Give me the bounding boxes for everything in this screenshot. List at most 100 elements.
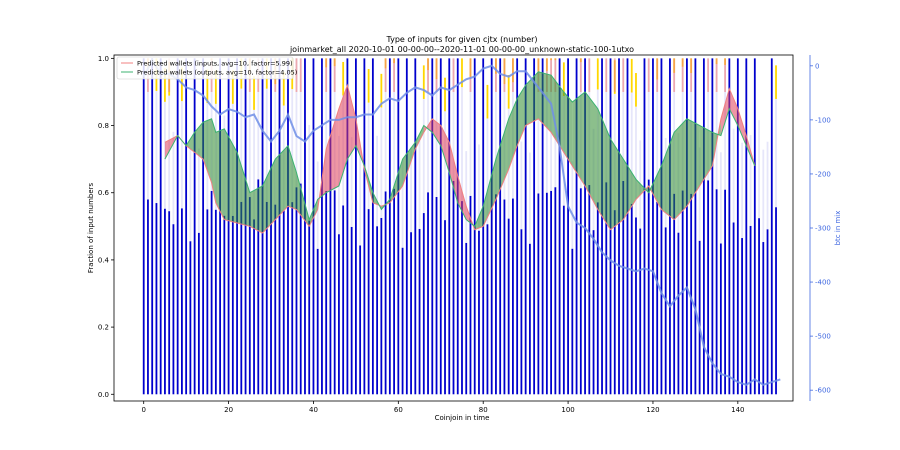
bar-fresh bbox=[325, 190, 328, 395]
bar-fresh bbox=[745, 58, 748, 395]
bar-fresh bbox=[528, 243, 531, 395]
legend-label-inputs: Predicted wallets (inputs, avg=10, facto… bbox=[137, 60, 293, 68]
bar-remix bbox=[147, 69, 149, 200]
bar-fresh bbox=[635, 217, 637, 395]
x-tick-label: 80 bbox=[479, 406, 488, 414]
fill-between-segment bbox=[623, 159, 636, 220]
fill-between-segment bbox=[597, 108, 611, 230]
bar-coord bbox=[384, 58, 387, 92]
bar-remix bbox=[486, 118, 489, 225]
bar-remix bbox=[248, 79, 251, 198]
bar-fresh bbox=[469, 195, 472, 395]
bar-remix bbox=[265, 88, 268, 202]
bar-fresh bbox=[698, 240, 701, 395]
bar-remix bbox=[325, 67, 328, 191]
bar-remix bbox=[715, 64, 718, 190]
bar-remix bbox=[495, 73, 497, 195]
bar-fresh bbox=[465, 242, 468, 395]
bar-fresh bbox=[545, 192, 548, 395]
bar-fresh bbox=[686, 58, 688, 395]
btc-in-mix-line bbox=[142, 58, 781, 386]
fill-between-segment bbox=[737, 108, 747, 146]
bar-fresh bbox=[775, 207, 777, 395]
bar-other bbox=[486, 84, 489, 119]
bar-fresh bbox=[478, 230, 480, 395]
x-axis-label: Coinjoin in time bbox=[435, 414, 490, 422]
x-tick-label: 120 bbox=[646, 406, 659, 414]
bar-coord bbox=[469, 58, 472, 92]
fill-between-segment bbox=[551, 75, 564, 153]
bar-other bbox=[282, 71, 285, 106]
y-tick-label: 0.2 bbox=[98, 324, 109, 332]
bar-fresh bbox=[749, 225, 752, 395]
bar-fresh bbox=[490, 58, 493, 395]
fill-between-segment bbox=[635, 179, 649, 200]
y-right-tick-label: -100 bbox=[815, 116, 831, 124]
bar-fresh bbox=[486, 224, 489, 395]
bar-fresh bbox=[282, 210, 285, 395]
bar-remix bbox=[350, 137, 353, 227]
bar-remix bbox=[749, 135, 752, 226]
y-tick-label: 1.0 bbox=[98, 55, 109, 63]
bar-fresh bbox=[567, 58, 569, 395]
bar-remix bbox=[295, 58, 298, 188]
bar-fresh bbox=[707, 180, 710, 395]
bar-fresh bbox=[503, 199, 506, 395]
bar-fresh bbox=[206, 209, 209, 395]
chart-title: Type of inputs for given cjtx (number) bbox=[385, 35, 537, 44]
bar-coord bbox=[656, 58, 659, 92]
bar-fresh bbox=[452, 180, 455, 395]
bar-coord bbox=[715, 58, 718, 92]
bar-fresh bbox=[533, 58, 536, 395]
y-right-axis-label: btc in mix bbox=[834, 211, 842, 246]
bar-fresh bbox=[656, 201, 659, 395]
bar-remix bbox=[401, 159, 404, 248]
bar-remix bbox=[537, 72, 540, 194]
bar-coord bbox=[295, 58, 298, 92]
outputs-line bbox=[164, 71, 756, 228]
bar-fresh bbox=[630, 203, 633, 395]
bar-remix bbox=[775, 98, 777, 208]
bar-remix bbox=[622, 58, 625, 181]
bar-remix bbox=[299, 58, 302, 184]
bar-fresh bbox=[605, 182, 608, 395]
bar-remix bbox=[444, 111, 446, 221]
bar-fresh bbox=[444, 220, 446, 395]
bar-remix bbox=[197, 148, 200, 233]
bars-group bbox=[142, 58, 777, 395]
bar-fresh bbox=[308, 220, 311, 395]
bar-coord bbox=[588, 58, 591, 92]
bar-fresh bbox=[321, 58, 323, 395]
bar-coord bbox=[622, 58, 625, 92]
fill-between-segment bbox=[338, 85, 348, 187]
fill-between-segment bbox=[402, 142, 416, 187]
bar-remix bbox=[707, 58, 710, 181]
bar-fresh bbox=[312, 58, 315, 395]
bar-fresh bbox=[414, 58, 417, 395]
fill-between-segment bbox=[275, 145, 288, 220]
bar-coord bbox=[427, 58, 429, 92]
bar-fresh bbox=[626, 58, 629, 395]
bar-fresh bbox=[164, 208, 166, 395]
bar-remix bbox=[741, 142, 743, 239]
bar-fresh bbox=[588, 185, 591, 395]
bar-fresh bbox=[244, 58, 247, 395]
bar-fresh bbox=[359, 245, 362, 395]
bar-fresh bbox=[520, 229, 523, 395]
bar-coord bbox=[690, 58, 693, 92]
x-tick-label: 60 bbox=[394, 406, 403, 414]
bar-fresh bbox=[613, 210, 616, 395]
bar-fresh bbox=[456, 58, 459, 395]
bar-other bbox=[164, 68, 166, 102]
bar-coord bbox=[452, 58, 455, 92]
bar-fresh bbox=[176, 58, 179, 395]
bar-remix bbox=[418, 140, 421, 229]
bar-fresh bbox=[758, 218, 760, 395]
bar-remix bbox=[257, 58, 260, 180]
bar-fresh bbox=[270, 58, 272, 395]
fill-between-segment bbox=[211, 118, 216, 203]
fill-between-segment bbox=[538, 71, 552, 133]
fill-between-segment bbox=[224, 128, 238, 223]
x-tick-label: 0 bbox=[141, 406, 145, 414]
fill-between-segment bbox=[415, 125, 424, 150]
